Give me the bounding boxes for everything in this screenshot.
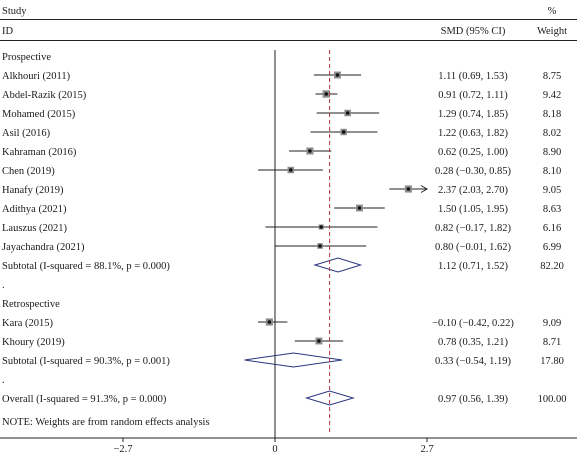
weight-value: 8.02 (543, 128, 561, 139)
subtotal-weight-value: 17.80 (540, 356, 564, 367)
footnote: NOTE: Weights are from random effects an… (2, 417, 210, 428)
study-row: Mohamed (2015) 1.29 (0.74, 1.85) 8.18 (2, 109, 561, 120)
study-row: Asil (2016) 1.22 (0.63, 1.82) 8.02 (2, 128, 561, 139)
subtotal-label: Subtotal (I-squared = 88.1%, p = 0.000) (2, 261, 170, 272)
point-estimate-marker (319, 225, 323, 229)
study-row: Hanafy (2019) 2.37 (2.03, 2.70) 9.05 (2, 185, 561, 196)
effect-column-label: SMD (95% CI) (441, 26, 506, 37)
table-header: Study ID SMD (95% CI) % Weight (2, 6, 567, 37)
row-spacer-dot: . (2, 375, 5, 386)
effect-estimate-text: 1.29 (0.74, 1.85) (438, 109, 508, 120)
study-column-label: Study (2, 6, 27, 17)
study-name: Kahraman (2016) (2, 147, 77, 158)
effect-estimate-text: 0.28 (−0.30, 0.85) (435, 166, 511, 177)
study-row: Khoury (2019) 0.78 (0.35, 1.21) 8.71 (2, 337, 561, 348)
weight-value: 6.16 (543, 223, 561, 234)
study-name: Hanafy (2019) (2, 185, 64, 196)
study-name: Alkhouri (2011) (2, 71, 71, 82)
study-row: Chen (2019) 0.28 (−0.30, 0.85) 8.10 (2, 166, 561, 177)
weight-column-label: Weight (537, 26, 567, 37)
effect-estimate-text: −0.10 (−0.42, 0.22) (432, 318, 514, 329)
point-estimate-marker (357, 206, 362, 210)
x-tick-label: 0 (272, 444, 277, 454)
weight-value: 8.90 (543, 147, 561, 158)
study-name: Jayachandra (2021) (2, 242, 85, 253)
subtotal-estimate-text: 0.33 (−0.54, 1.19) (435, 356, 511, 367)
overall-estimate-text: 0.97 (0.56, 1.39) (438, 394, 508, 405)
subtotal-diamond (244, 352, 343, 368)
subtotal: Subtotal (I-squared = 88.1%, p = 0.000) 1… (2, 257, 564, 273)
point-estimate-marker (345, 111, 350, 115)
effect-estimate-text: 0.62 (0.25, 1.00) (438, 147, 508, 158)
effect-estimate-text: 0.78 (0.35, 1.21) (438, 337, 508, 348)
study-name: Chen (2019) (2, 166, 55, 177)
subtotal-weight-value: 82.20 (540, 261, 564, 272)
weight-value: 6.99 (543, 242, 561, 253)
ci-truncation-arrow (420, 185, 428, 193)
subtotal-label: Subtotal (I-squared = 90.3%, p = 0.001) (2, 356, 170, 367)
study-name: Adithya (2021) (2, 204, 67, 215)
effect-estimate-text: 0.80 (−0.01, 1.62) (435, 242, 511, 253)
study-row: Alkhouri (2011) 1.11 (0.69, 1.53) 8.75 (2, 71, 561, 82)
x-tick-label: 2.7 (420, 444, 433, 454)
weight-value: 9.05 (543, 185, 561, 196)
x-tick-label: −2.7 (113, 444, 132, 454)
effect-estimate-text: 1.50 (1.05, 1.95) (438, 204, 508, 215)
study-row: Kara (2015) −0.10 (−0.42, 0.22) 9.09 (2, 318, 561, 329)
subgroup-title: Retrospective (2, 299, 60, 310)
effect-estimate-text: 1.11 (0.69, 1.53) (438, 71, 508, 82)
row-spacer-dot: . (2, 280, 5, 291)
weight-value: 9.42 (543, 90, 561, 101)
overall: Overall (I-squared = 91.3%, p = 0.000) 0.… (2, 390, 567, 406)
study-row: Kahraman (2016) 0.62 (0.25, 1.00) 8.90 (2, 147, 561, 158)
point-estimate-marker (341, 130, 346, 134)
overall-label: Overall (I-squared = 91.3%, p = 0.000) (2, 394, 167, 405)
point-estimate-marker (324, 92, 329, 96)
study-rows: Prospective Alkhouri (2011) 1.11 (0.69, 1.… (2, 52, 566, 428)
effect-estimate-text: 1.22 (0.63, 1.82) (438, 128, 508, 139)
weight-value: 8.63 (543, 204, 561, 215)
study-row: Adithya (2021) 1.50 (1.05, 1.95) 8.63 (2, 204, 561, 215)
weight-value: 8.18 (543, 109, 561, 120)
study-name: Asil (2016) (2, 128, 51, 139)
study-name: Kara (2015) (2, 318, 54, 329)
point-estimate-marker (335, 73, 340, 77)
subgroup-title: Prospective (2, 52, 51, 63)
point-estimate-marker (288, 168, 293, 172)
point-estimate-marker (318, 244, 322, 248)
point-estimate-marker (267, 320, 272, 324)
study-name: Lauszus (2021) (2, 223, 68, 234)
weight-value: 8.75 (543, 71, 561, 82)
study-row: Jayachandra (2021) 0.80 (−0.01, 1.62) 6.99 (2, 242, 561, 253)
subtotal: Subtotal (I-squared = 90.3%, p = 0.001) 0… (2, 352, 564, 368)
weight-value: 8.10 (543, 166, 561, 177)
point-estimate-marker (317, 339, 321, 343)
effect-estimate-text: 2.37 (2.03, 2.70) (438, 185, 508, 196)
overall-diamond (304, 390, 356, 406)
point-estimate-marker (308, 149, 312, 153)
weight-percent-label: % (548, 6, 557, 17)
id-column-label: ID (2, 26, 13, 37)
study-name: Khoury (2019) (2, 337, 65, 348)
study-name: Mohamed (2015) (2, 109, 76, 120)
x-axis: −2.7 0 2.7 (0, 50, 577, 454)
point-estimate-marker (406, 187, 411, 191)
subtotal-diamond (313, 257, 363, 273)
weight-value: 9.09 (543, 318, 561, 329)
overall-weight-value: 100.00 (538, 394, 567, 405)
study-name: Abdel-Razik (2015) (2, 90, 87, 101)
effect-estimate-text: 0.91 (0.72, 1.11) (438, 90, 508, 101)
study-row: Abdel-Razik (2015) 0.91 (0.72, 1.11) 9.42 (2, 90, 561, 101)
weight-value: 8.71 (543, 337, 561, 348)
study-row: Lauszus (2021) 0.82 (−0.17, 1.82) 6.16 (2, 223, 561, 234)
effect-estimate-text: 0.82 (−0.17, 1.82) (435, 223, 511, 234)
subtotal-estimate-text: 1.12 (0.71, 1.52) (438, 261, 508, 272)
